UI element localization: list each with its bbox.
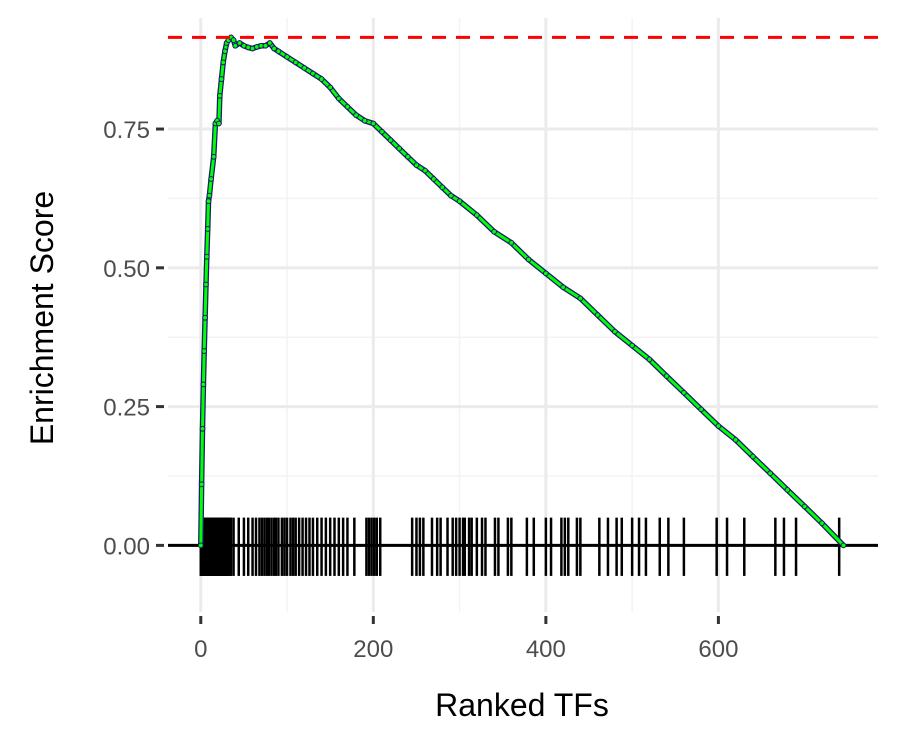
grid bbox=[168, 18, 878, 612]
data-point bbox=[218, 76, 225, 82]
data-point bbox=[663, 373, 670, 379]
y-tick-label: 0.75 bbox=[103, 117, 150, 144]
data-point bbox=[197, 542, 204, 549]
data-point bbox=[318, 76, 325, 82]
data-point bbox=[387, 137, 394, 144]
data-point bbox=[732, 437, 739, 443]
data-point bbox=[271, 45, 278, 52]
data-point bbox=[542, 270, 549, 277]
data-point bbox=[292, 59, 299, 66]
y-axis-title: Enrichment Score bbox=[24, 191, 60, 445]
data-point bbox=[560, 284, 567, 291]
data-point bbox=[594, 312, 601, 318]
data-point bbox=[611, 328, 618, 335]
data-point bbox=[275, 48, 282, 55]
data-point bbox=[525, 256, 532, 263]
data-point bbox=[208, 176, 215, 182]
data-point bbox=[310, 70, 316, 77]
data-point bbox=[203, 281, 209, 288]
data-point bbox=[629, 342, 636, 349]
data-point bbox=[379, 128, 385, 135]
data-point bbox=[456, 198, 463, 205]
data-point bbox=[222, 48, 228, 55]
data-point bbox=[508, 239, 515, 246]
hit-markers bbox=[199, 517, 841, 576]
data-point bbox=[284, 53, 290, 60]
data-point bbox=[266, 40, 273, 46]
data-point bbox=[301, 65, 308, 71]
x-tick-label: 600 bbox=[698, 636, 738, 663]
series-outline bbox=[198, 34, 846, 548]
data-point bbox=[439, 184, 446, 191]
data-point bbox=[448, 192, 454, 199]
x-axis-title: Ranked TFs bbox=[435, 687, 609, 723]
data-point bbox=[473, 212, 480, 218]
y-tick-label: 0.25 bbox=[103, 395, 150, 422]
data-point bbox=[201, 348, 208, 354]
data-point bbox=[840, 542, 847, 549]
axes: 0.00 0.25 0.50 0.75 0 200 400 600 bbox=[103, 117, 738, 663]
data-point bbox=[577, 295, 584, 302]
x-tick-label: 0 bbox=[194, 636, 207, 663]
data-point bbox=[801, 503, 808, 510]
data-point bbox=[205, 198, 212, 205]
data-point bbox=[230, 37, 237, 44]
data-point bbox=[216, 92, 223, 99]
data-point bbox=[210, 153, 217, 160]
data-point bbox=[819, 520, 825, 527]
data-point bbox=[430, 176, 437, 182]
data-point bbox=[646, 356, 653, 363]
data-point bbox=[202, 314, 208, 321]
data-point bbox=[199, 425, 206, 432]
data-point bbox=[413, 162, 420, 169]
data-point bbox=[327, 84, 334, 91]
series-layer bbox=[197, 34, 847, 549]
data-point bbox=[206, 192, 213, 199]
data-point bbox=[203, 253, 210, 260]
data-point bbox=[767, 470, 774, 477]
data-point bbox=[335, 95, 342, 102]
data-point bbox=[232, 42, 239, 49]
data-point bbox=[750, 453, 756, 460]
data-point bbox=[220, 59, 227, 66]
data-point bbox=[198, 481, 205, 488]
y-tick-label: 0.50 bbox=[103, 256, 150, 283]
data-point bbox=[422, 167, 428, 174]
data-point bbox=[344, 103, 351, 110]
data-point bbox=[353, 112, 359, 119]
x-tick-label: 400 bbox=[526, 636, 566, 663]
data-point bbox=[361, 117, 368, 124]
data-point bbox=[491, 228, 497, 235]
data-point bbox=[370, 120, 377, 127]
data-point bbox=[396, 145, 403, 152]
data-point bbox=[715, 423, 722, 429]
y-tick-label: 0.00 bbox=[103, 533, 150, 560]
x-tick-label: 200 bbox=[353, 636, 393, 663]
data-point bbox=[404, 153, 411, 160]
data-point bbox=[680, 389, 687, 396]
data-point bbox=[204, 226, 211, 232]
data-point bbox=[200, 381, 207, 388]
data-point bbox=[698, 406, 705, 413]
series-line bbox=[199, 35, 845, 547]
data-point bbox=[262, 42, 269, 49]
data-point bbox=[784, 486, 791, 493]
data-point bbox=[215, 120, 222, 127]
data-point bbox=[236, 40, 243, 46]
